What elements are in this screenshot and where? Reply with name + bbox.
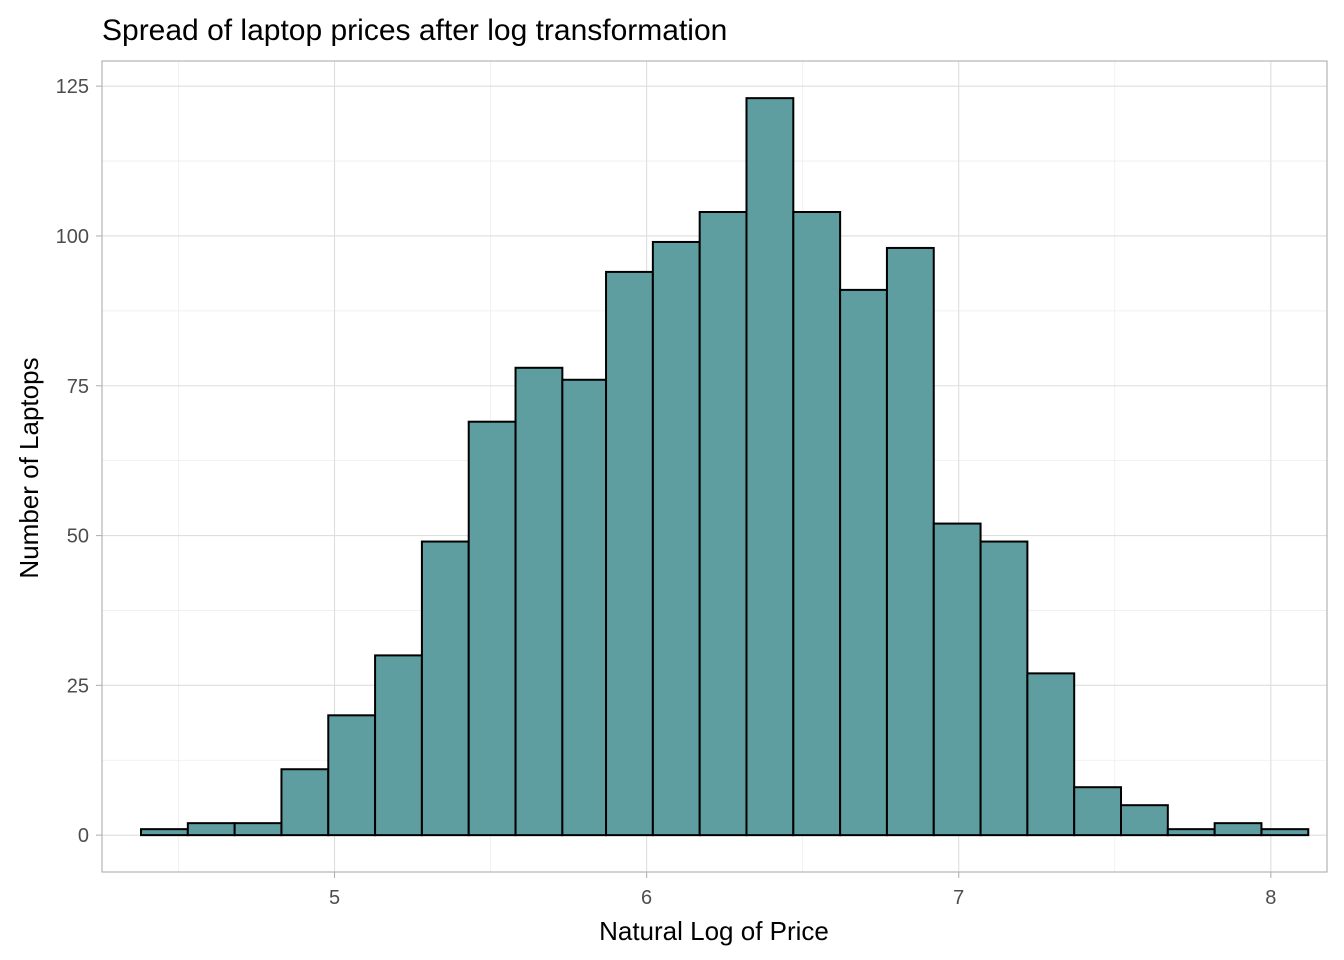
- histogram-bar: [745, 97, 795, 837]
- histogram-bar: [327, 714, 377, 837]
- histogram-bar: [140, 828, 189, 837]
- y-tick-label: 100: [56, 226, 89, 248]
- x-tick-label: 6: [641, 887, 652, 909]
- histogram-bar: [839, 288, 888, 837]
- x-axis-ticks: 5 6 7 8: [329, 872, 1276, 909]
- histogram-bar: [932, 522, 982, 837]
- histogram-bar: [186, 822, 236, 837]
- histogram-bar: [651, 240, 701, 837]
- histogram-bar: [1120, 804, 1169, 837]
- histogram-bars: [140, 97, 1310, 837]
- y-tick-label: 125: [56, 76, 89, 98]
- histogram-bar: [698, 210, 748, 837]
- histogram-bar: [792, 210, 842, 837]
- histogram-bar: [374, 654, 423, 837]
- histogram-bar: [233, 822, 283, 837]
- y-axis-ticks: 0 25 50 75 100 125: [56, 76, 102, 847]
- x-tick-label: 8: [1265, 887, 1276, 909]
- histogram-bar: [605, 270, 654, 837]
- x-tick-label: 5: [329, 887, 340, 909]
- y-tick-label: 25: [67, 675, 89, 697]
- y-tick-label: 0: [78, 825, 89, 847]
- histogram-bar: [1073, 786, 1123, 837]
- panel-border: [101, 60, 1328, 873]
- y-tick-label: 75: [67, 376, 89, 398]
- histogram-bar: [467, 420, 517, 837]
- x-tick-label: 7: [953, 887, 964, 909]
- histogram-bar: [885, 246, 935, 837]
- y-tick-label: 50: [67, 526, 89, 548]
- x-axis-label: Natural Log of Price: [599, 916, 829, 946]
- chart-title: Spread of laptop prices after log transf…: [102, 14, 727, 47]
- histogram-bar: [979, 540, 1029, 837]
- histogram-bar: [514, 366, 564, 837]
- histogram-bar: [1026, 672, 1076, 837]
- histogram-bar: [1213, 822, 1263, 837]
- histogram-bar: [420, 540, 470, 837]
- y-axis-label: Number of Laptops: [14, 357, 44, 578]
- histogram-bar: [280, 768, 330, 837]
- histogram-bar: [1260, 828, 1310, 837]
- histogram-bar: [1166, 828, 1216, 837]
- histogram-bar: [561, 378, 608, 837]
